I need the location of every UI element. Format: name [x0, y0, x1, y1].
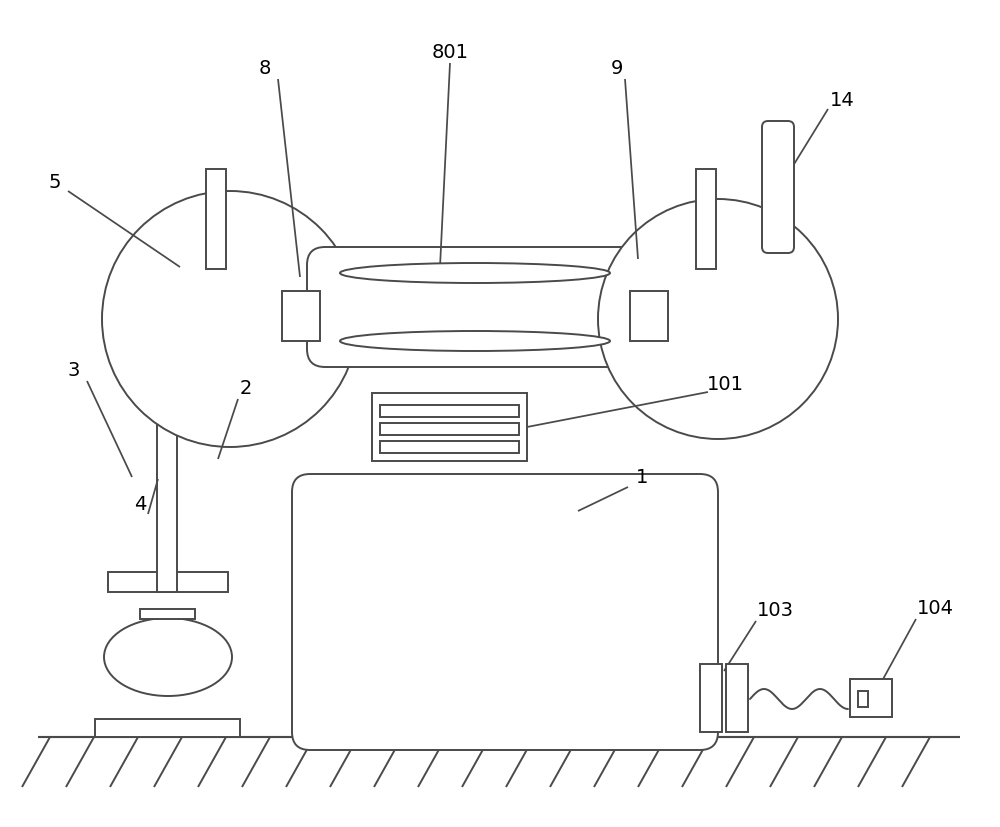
- Bar: [696, 170, 716, 270]
- Bar: [726, 664, 748, 732]
- Text: 801: 801: [432, 42, 469, 61]
- Bar: [108, 572, 228, 592]
- Bar: [206, 170, 226, 270]
- Bar: [157, 378, 177, 592]
- Text: 101: 101: [706, 375, 744, 394]
- Ellipse shape: [340, 332, 610, 351]
- Text: 8: 8: [259, 59, 271, 78]
- Text: 2: 2: [240, 378, 252, 397]
- Text: 1: 1: [636, 468, 648, 487]
- Circle shape: [598, 200, 838, 439]
- Bar: [282, 292, 320, 342]
- Bar: [700, 664, 722, 732]
- FancyBboxPatch shape: [307, 248, 643, 367]
- Bar: [372, 394, 527, 461]
- Text: 14: 14: [830, 90, 854, 109]
- Bar: [850, 679, 892, 717]
- Bar: [95, 719, 240, 737]
- Ellipse shape: [104, 619, 232, 696]
- Text: 3: 3: [68, 360, 80, 379]
- Bar: [380, 442, 519, 453]
- Bar: [380, 423, 519, 436]
- Circle shape: [102, 192, 358, 447]
- FancyBboxPatch shape: [762, 122, 794, 254]
- Bar: [630, 292, 668, 342]
- Text: 104: 104: [916, 598, 954, 617]
- Bar: [380, 405, 519, 418]
- Text: 5: 5: [49, 172, 61, 191]
- Bar: [858, 691, 868, 707]
- Ellipse shape: [340, 264, 610, 284]
- Text: 9: 9: [611, 59, 623, 78]
- Bar: [140, 609, 195, 619]
- Text: 4: 4: [134, 495, 146, 514]
- FancyBboxPatch shape: [292, 475, 718, 750]
- Text: 103: 103: [757, 600, 794, 619]
